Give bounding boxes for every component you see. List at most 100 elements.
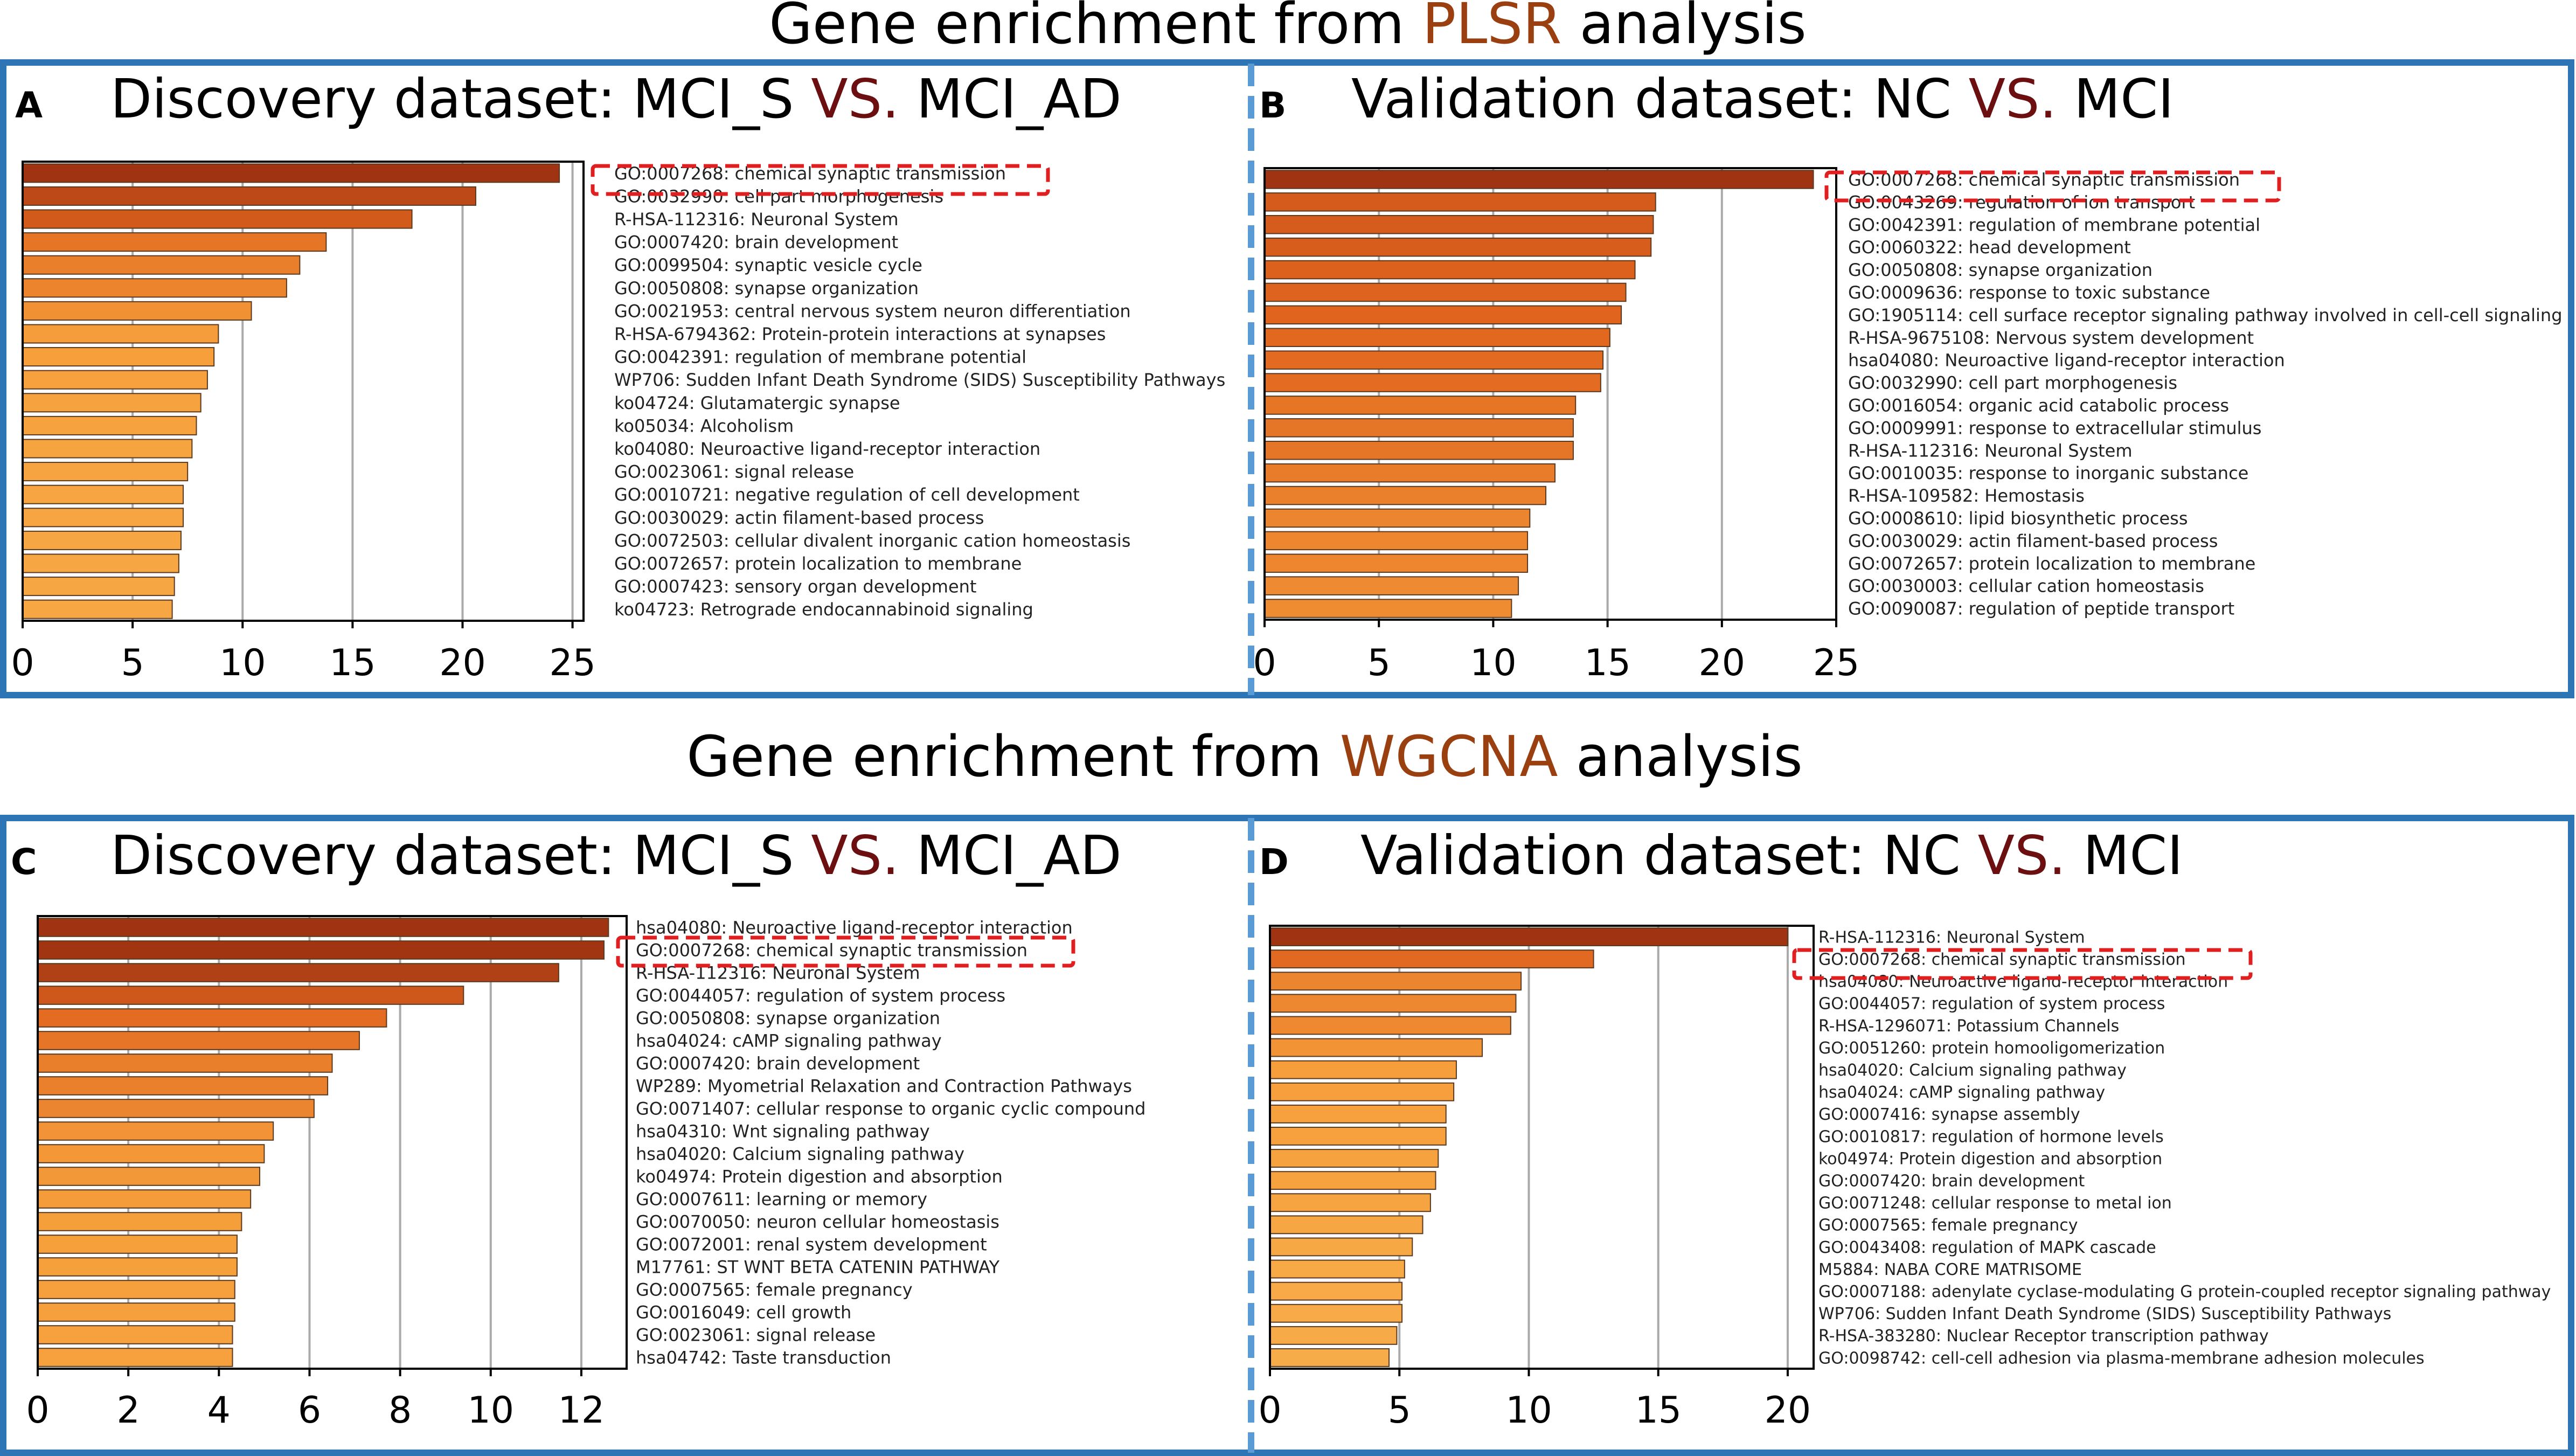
x-tick-label: 15 [1584,642,1631,684]
term-label: hsa04310: Wnt signaling pathway [636,1121,930,1142]
x-tick-label: 0 [11,642,34,684]
term-label: GO:0072503: cellular divalent inorganic … [614,530,1130,551]
bar [37,1348,233,1367]
term-label: GO:0030029: actin filament-based process [1848,531,2218,551]
term-label: GO:0030003: cellular cation homeostasis [1848,576,2204,597]
x-tick-label: 2 [117,1389,140,1432]
term-label: GO:0072657: protein localization to memb… [1848,553,2255,574]
term-label: GO:0032990: cell part morphogenesis [614,186,943,206]
panel-title-suffix: MCI [2057,67,2174,130]
bar [37,986,464,1005]
bar [1264,328,1610,348]
x-tick-label: 25 [549,642,596,684]
bar [1264,396,1577,415]
term-label: hsa04080: Neuroactive ligand-receptor in… [636,918,1073,938]
panel-title-suffix: MCI_AD [899,67,1122,130]
bar [22,347,215,367]
term-label: WP706: Sudden Infant Death Syndrome (SID… [614,370,1225,390]
term-label: GO:0043408: regulation of MAPK cascade [1818,1238,2156,1257]
wgcna-title-prefix: Gene enrichment from [686,724,1339,789]
bar [1264,373,1601,392]
term-label: GO:0007268: chemical synaptic transmissi… [1848,169,2240,190]
term-label: GO:0044057: regulation of system process [636,986,1005,1006]
bar [1269,1060,1457,1079]
term-label: ko04974: Protein digestion and absorptio… [1818,1149,2162,1168]
bar [1269,1171,1436,1190]
panel-letter: B [1259,85,1286,126]
bar [1264,237,1652,257]
bar [1269,972,1522,991]
term-label: GO:0072001: renal system development [636,1235,987,1255]
term-label: R-HSA-109582: Hemostasis [1848,486,2085,506]
bar [22,462,189,482]
term-label: R-HSA-112316: Neuronal System [1848,440,2133,461]
term-label: GO:0050808: synapse organization [614,278,919,299]
panel-title-vs: VS. [1978,824,2066,887]
x-tick-label: 0 [26,1389,49,1432]
term-label: GO:0007416: synapse assembly [1818,1105,2080,1124]
bar [1269,949,1594,969]
bar [1269,1326,1398,1345]
term-label: hsa04020: Calcium signaling pathway [636,1144,964,1164]
term-label: WP706: Sudden Infant Death Syndrome (SID… [1818,1305,2391,1323]
bar [22,370,208,390]
panel-a-chart: A Discovery dataset: MCI_S VS. MCI_AD 0 5 10… [11,67,1225,684]
bar [1269,1104,1447,1124]
term-label: R-HSA-9675108: Nervous system developmen… [1848,328,2254,348]
term-label: GO:0008610: lipid biosynthetic process [1848,508,2188,529]
term-label: GO:0009991: response to extracellular st… [1848,418,2261,438]
panel-title: Discovery dataset: MCI_S VS. MCI_AD [110,824,1122,887]
plsr-title-suffix: analysis [1562,0,1807,57]
term-label: GO:0009636: response to toxic substance [1848,282,2210,303]
highlight-box [1792,948,2253,980]
bar [1269,1082,1455,1101]
x-tick-label: 5 [1367,642,1391,684]
panel-title-suffix: MCI [2066,824,2183,887]
bar [1269,1193,1431,1212]
x-tick-label: 20 [1699,642,1746,684]
bar [22,530,182,550]
bar [37,1167,260,1186]
term-label: GO:0050808: synapse organization [636,1008,940,1029]
x-tick-label: 0 [1258,1389,1281,1432]
panel-d-chart: D Validation dataset: NC VS. MCI 0 5 10 15 20 R… [1258,824,2551,1432]
bar [37,1099,315,1118]
bar [37,1212,242,1231]
bar [1269,1127,1447,1146]
panel-letter: D [1259,841,1289,883]
term-label: M5884: NABA CORE MATRISOME [1818,1260,2082,1279]
bar [1269,1281,1403,1301]
bar [22,393,202,413]
plsr-section-title: Gene enrichment from PLSR analysis [769,0,1806,57]
x-tick-label: 20 [1765,1389,1811,1432]
panel-title: Discovery dataset: MCI_S VS. MCI_AD [110,67,1122,130]
plot-frame [37,915,628,1370]
bar [37,1121,274,1141]
term-label: GO:0007565: female pregnancy [636,1280,913,1300]
term-label: GO:0010035: response to inorganic substa… [1848,463,2248,483]
bar [1264,508,1531,528]
term-label: GO:0044057: regulation of system process [1818,995,2165,1014]
bar [1264,260,1636,280]
term-label: hsa04020: Calcium signaling pathway [1818,1061,2127,1080]
panel-c-chart: C Discovery dataset: MCI_S VS. MCI_AD 0 2 4 6… [11,824,1145,1432]
bar [22,508,184,528]
top-frame [0,59,2574,698]
x-tick-label: 15 [329,642,376,684]
bar [22,301,252,321]
bar [37,1144,265,1163]
bar [1264,553,1529,573]
term-label: hsa04080: Neuroactive ligand-receptor in… [1848,350,2285,371]
bar [1269,927,1788,946]
term-label: M17761: ST WNT BETA CATENIN PATHWAY [636,1257,1000,1278]
bottom-frame [0,815,2574,1456]
bar [1264,350,1604,370]
bar [22,599,173,619]
bar [22,255,301,275]
bar [22,324,219,344]
term-label: hsa04024: cAMP signaling pathway [1818,1083,2105,1102]
x-tick-label: 25 [1813,642,1860,684]
term-label: R-HSA-6794362: Protein-protein interacti… [614,324,1106,344]
bar [1264,170,1814,189]
term-label: ko04974: Protein digestion and absorptio… [636,1167,1003,1187]
